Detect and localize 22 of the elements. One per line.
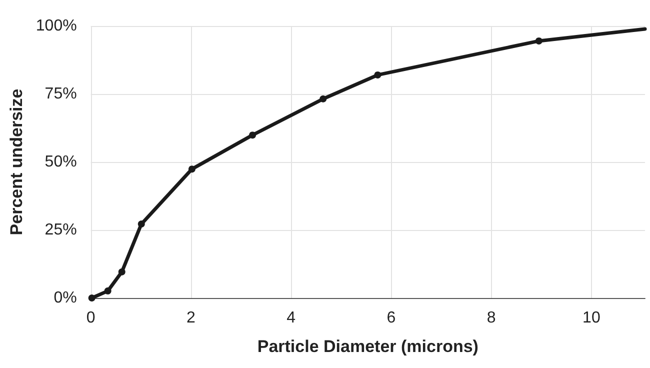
y-axis-title: Percent undersize <box>7 88 26 236</box>
point <box>320 95 327 102</box>
y-tick-label: 0% <box>54 290 77 306</box>
point <box>249 132 256 139</box>
x-tick-label: 10 <box>582 310 600 326</box>
x-tick-label: 6 <box>386 310 396 326</box>
point <box>374 71 382 78</box>
point <box>535 37 542 44</box>
point <box>138 220 145 228</box>
x-axis-title: Particle Diameter (microns) <box>257 337 478 356</box>
y-tick-label: 100% <box>36 18 77 34</box>
point <box>118 268 126 276</box>
x-tick-label: 4 <box>286 310 296 326</box>
x-tick-label: 0 <box>86 310 96 326</box>
y-tick-label: 25% <box>44 222 77 238</box>
y-tick-label: 75% <box>44 86 77 102</box>
x-tick-label: 2 <box>186 310 196 326</box>
y-tick-label: 50% <box>44 154 77 170</box>
point <box>88 294 96 302</box>
point <box>188 166 196 173</box>
point <box>104 287 112 294</box>
x-tick-label: 8 <box>486 310 496 326</box>
